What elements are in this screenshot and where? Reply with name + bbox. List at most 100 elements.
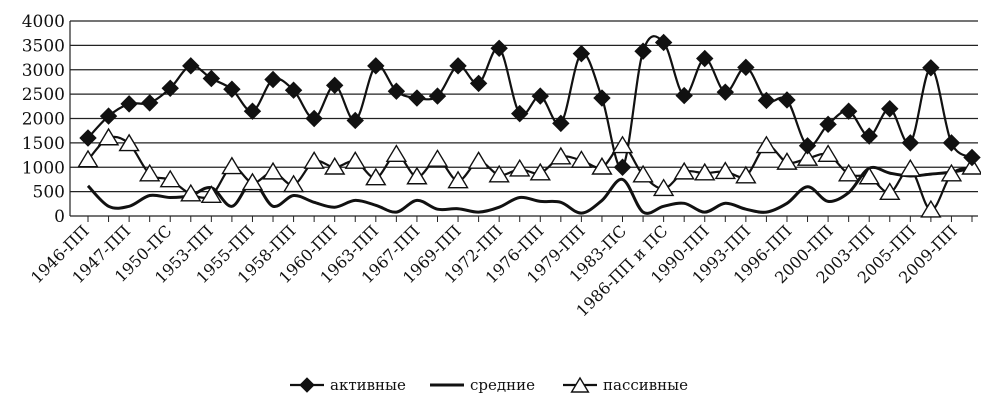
- data-point-diamond: [387, 82, 406, 100]
- data-point-diamond: [79, 129, 97, 147]
- data-point-diamond: [305, 109, 323, 128]
- data-point-triangle: [426, 149, 449, 167]
- data-point-diamond: [819, 115, 837, 134]
- data-point-diamond: [737, 58, 755, 77]
- data-point-triangle: [221, 156, 243, 175]
- data-point-diamond: [654, 33, 673, 52]
- data-point-diamond: [901, 134, 920, 152]
- gridlines: [70, 20, 978, 217]
- legend-label: средние: [470, 376, 535, 394]
- data-point-triangle: [385, 144, 408, 163]
- data-point-diamond: [223, 80, 241, 98]
- data-point-triangle: [159, 169, 181, 188]
- data-point-triangle: [899, 158, 922, 177]
- data-point-diamond: [778, 91, 796, 109]
- data-point-diamond: [408, 89, 426, 107]
- data-point-diamond: [634, 42, 652, 60]
- data-point-triangle: [262, 161, 284, 180]
- data-point-diamond: [428, 87, 447, 105]
- data-point-triangle: [241, 172, 264, 191]
- data-point-diamond: [202, 69, 221, 88]
- data-point-diamond: [552, 114, 570, 133]
- data-point-triangle: [447, 170, 469, 189]
- data-point-diamond: [675, 86, 693, 105]
- data-point-diamond: [572, 44, 591, 63]
- data-point-diamond: [881, 100, 899, 118]
- data-point-diamond: [140, 94, 159, 112]
- y-tick-label: 2000: [22, 110, 65, 130]
- legend-diamond-icon: [299, 377, 315, 393]
- data-point-diamond: [449, 57, 467, 75]
- legend-label: активные: [330, 376, 406, 394]
- data-point-diamond: [922, 59, 940, 77]
- data-point-diamond: [243, 102, 262, 120]
- data-point-triangle: [920, 199, 942, 218]
- y-tick-label: 2500: [22, 85, 65, 105]
- data-point-triangle: [673, 161, 695, 180]
- data-point-triangle: [694, 162, 716, 181]
- data-point-triangle: [714, 161, 736, 180]
- data-point-diamond: [860, 127, 878, 145]
- data-point-triangle: [77, 149, 99, 168]
- data-point-diamond: [839, 102, 858, 120]
- y-tick-label: 1500: [22, 134, 65, 154]
- data-point-triangle: [303, 151, 325, 169]
- data-point-triangle: [97, 127, 120, 146]
- data-point-triangle: [591, 156, 613, 175]
- legend: активные средние пассивные: [290, 376, 688, 394]
- y-tick-label: 0: [54, 207, 65, 227]
- data-point-diamond: [696, 49, 714, 68]
- series-line-medium: [86, 165, 973, 215]
- data-point-triangle: [817, 144, 839, 163]
- legend-label: пассивные: [603, 376, 688, 394]
- data-point-triangle: [529, 162, 551, 181]
- y-tick-label: 1000: [22, 158, 65, 178]
- series-markers: [77, 33, 981, 218]
- data-point-diamond: [531, 87, 549, 105]
- data-point-triangle: [550, 146, 572, 165]
- data-point-diamond: [182, 57, 200, 75]
- data-point-diamond: [99, 107, 118, 125]
- data-point-triangle: [467, 151, 490, 169]
- data-point-triangle: [796, 148, 819, 166]
- data-point-triangle: [961, 156, 981, 175]
- data-point-triangle: [200, 185, 223, 203]
- data-point-triangle: [755, 135, 778, 154]
- data-point-triangle: [611, 135, 634, 154]
- data-point-diamond: [161, 79, 179, 97]
- data-point-diamond: [367, 57, 385, 75]
- y-axis: 0 500 1000 1500 2000 2500 3000 3500 4000: [22, 12, 71, 227]
- data-point-diamond: [511, 104, 529, 123]
- data-point-diamond: [120, 95, 138, 113]
- data-point-triangle: [940, 163, 963, 182]
- data-point-triangle: [180, 183, 202, 202]
- data-point-diamond: [325, 76, 344, 95]
- series-line-active: [87, 35, 973, 169]
- legend-triangle-icon: [570, 376, 590, 393]
- data-point-diamond: [963, 148, 981, 167]
- data-point-diamond: [942, 134, 961, 152]
- x-axis: 1946-ПП1947-ПП1950-ПС1953-ПП1955-ПП1958-…: [27, 216, 973, 320]
- data-point-diamond: [716, 83, 735, 101]
- data-point-diamond: [346, 111, 364, 130]
- data-point-triangle: [365, 167, 387, 186]
- data-point-diamond: [757, 91, 776, 110]
- data-point-triangle: [879, 182, 901, 201]
- data-point-triangle: [138, 163, 161, 182]
- data-point-diamond: [264, 70, 282, 89]
- data-point-diamond: [593, 89, 611, 107]
- data-point-triangle: [488, 164, 510, 183]
- data-point-diamond: [490, 39, 508, 58]
- data-point-diamond: [469, 74, 488, 93]
- y-tick-label: 4000: [22, 12, 65, 32]
- data-point-triangle: [837, 163, 860, 182]
- data-point-diamond: [284, 81, 303, 99]
- y-tick-label: 3500: [22, 36, 65, 56]
- y-tick-label: 500: [33, 183, 65, 203]
- data-point-triangle: [632, 164, 654, 183]
- data-point-triangle: [344, 151, 366, 169]
- data-point-diamond: [613, 158, 632, 176]
- data-point-triangle: [570, 150, 593, 168]
- data-point-triangle: [652, 178, 675, 197]
